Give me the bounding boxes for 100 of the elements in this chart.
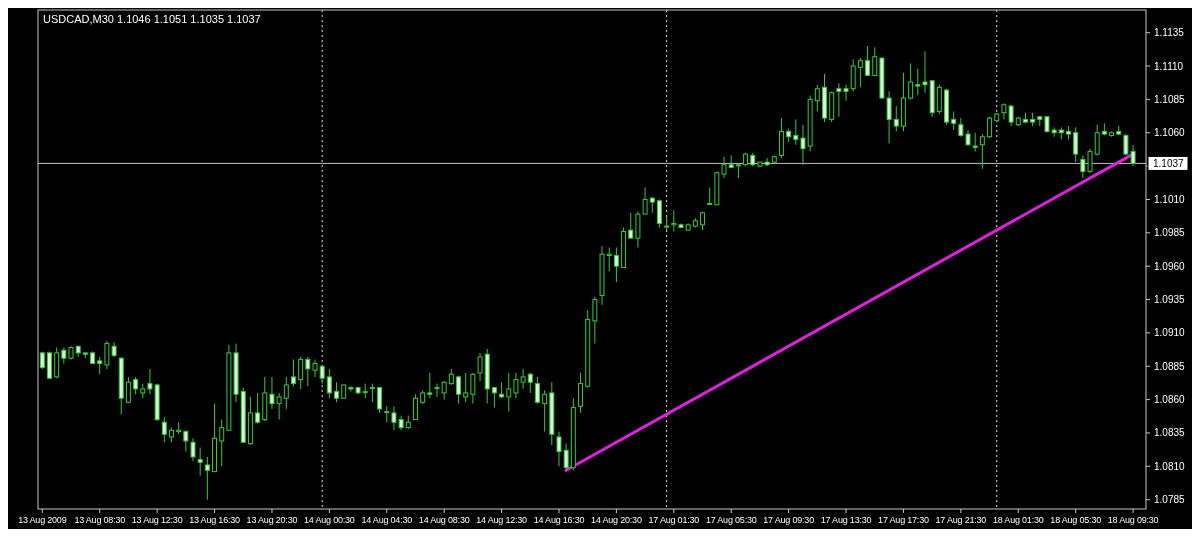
candlestick — [1073, 126, 1079, 163]
candlestick — [305, 356, 311, 387]
candlestick — [836, 82, 842, 118]
candlestick — [972, 132, 978, 152]
candlestick — [951, 110, 957, 131]
x-tick-label: 17 Aug 09:30 — [763, 515, 815, 525]
candlestick — [326, 368, 332, 399]
candlestick — [291, 359, 296, 387]
x-tick-label: 18 Aug 01:30 — [992, 515, 1044, 525]
candlestick — [872, 46, 878, 76]
y-tick-label: 1.0860 — [1154, 394, 1186, 406]
y-tick-label: 1.0785 — [1154, 494, 1186, 506]
y-tick-label: 1.0885 — [1154, 360, 1186, 372]
x-tick-label: 14 Aug 16:30 — [533, 515, 585, 525]
y-tick-label: 1.0935 — [1154, 294, 1186, 306]
candlestick — [721, 156, 727, 179]
x-tick-label: 13 Aug 16:30 — [189, 515, 241, 525]
candlestick — [843, 84, 849, 102]
x-tick-label: 17 Aug 17:30 — [878, 515, 929, 525]
candlestick — [893, 105, 899, 132]
candlestick — [735, 164, 741, 179]
x-tick-label: 13 Aug 20:30 — [246, 515, 298, 525]
candlestick — [908, 62, 914, 100]
candlestick — [477, 352, 483, 382]
candlestick — [857, 57, 863, 88]
y-tick-label: 1.1135 — [1154, 27, 1185, 39]
candlestick — [427, 372, 433, 399]
candlestick — [527, 372, 533, 394]
candlestick — [456, 375, 461, 405]
candlestick — [865, 45, 871, 76]
candlestick — [606, 246, 612, 273]
x-tick-label: 13 Aug 12:30 — [131, 515, 183, 525]
candlestick — [377, 387, 383, 414]
candlestick — [700, 210, 705, 231]
candlestick — [463, 372, 469, 403]
candlestick — [613, 246, 619, 283]
candlestick — [1080, 154, 1086, 179]
candlestick — [255, 392, 261, 425]
candlestick — [592, 296, 598, 345]
candlestick — [578, 372, 583, 414]
x-tick-label: 17 Aug 21:30 — [935, 515, 987, 525]
candlestick — [190, 437, 196, 462]
candlestick — [197, 447, 203, 477]
x-tick-label: 13 Aug 08:30 — [74, 515, 126, 525]
candlestick — [1051, 126, 1057, 138]
y-tick-label: 1.1085 — [1154, 93, 1186, 105]
candlestick — [470, 372, 476, 405]
candlestick — [915, 68, 921, 96]
candlestick — [542, 389, 548, 433]
y-tick-label: 1.1110 — [1154, 60, 1184, 72]
y-tick-label: 1.0910 — [1154, 327, 1186, 339]
candlestick — [922, 50, 928, 94]
candlestick — [707, 186, 713, 206]
candlestick — [534, 376, 540, 405]
candlestick — [125, 376, 131, 403]
x-tick-label: 18 Aug 09:30 — [1107, 515, 1159, 525]
candlestick — [434, 383, 440, 398]
candlestick — [958, 117, 964, 138]
candlestick — [412, 393, 418, 421]
candlestick — [671, 209, 677, 232]
x-tick-label: 13 Aug 2009 — [18, 515, 67, 525]
candlestick — [850, 58, 856, 92]
candlestick — [183, 429, 189, 453]
candlestick — [204, 456, 210, 501]
candlestick — [161, 416, 167, 443]
candlestick — [979, 133, 985, 170]
candlestick — [147, 368, 153, 395]
candlestick — [441, 380, 447, 401]
candlestick — [800, 124, 806, 166]
candlestick — [369, 383, 375, 403]
y-tick-label: 1.0810 — [1154, 460, 1186, 472]
y-tick-label: 1.0835 — [1154, 427, 1186, 439]
candlestick — [312, 359, 318, 378]
x-tick-label: 17 Aug 01:30 — [648, 515, 700, 525]
y-tick-label: 1.1010 — [1154, 193, 1186, 205]
x-tick-label: 14 Aug 08:30 — [418, 515, 470, 525]
candlestick — [628, 212, 634, 239]
candlestick — [1087, 148, 1093, 174]
candlestick — [298, 356, 304, 390]
candlestick — [491, 387, 497, 409]
candlestick — [814, 84, 820, 112]
candlestick — [1094, 124, 1100, 156]
x-tick-label: 14 Aug 00:30 — [304, 515, 355, 525]
candlestick — [219, 419, 225, 467]
candlestick — [563, 443, 569, 471]
chart-title: USDCAD,M30 1.1046 1.1051 1.1035 1.1037 — [43, 13, 261, 25]
candlestick — [506, 372, 512, 413]
candlestick — [793, 118, 799, 146]
candlestick — [556, 431, 562, 467]
x-tick-label: 14 Aug 04:30 — [361, 515, 413, 525]
y-tick-label: 1.1060 — [1154, 127, 1186, 139]
candlestick — [656, 198, 662, 228]
x-tick-label: 14 Aug 20:30 — [591, 515, 642, 525]
ref-line-label: 1.1037 — [1153, 157, 1185, 169]
y-tick-label: 1.0985 — [1154, 227, 1186, 239]
candlestick — [334, 381, 339, 403]
x-tick-label: 17 Aug 13:30 — [820, 515, 872, 525]
candlestick — [283, 376, 289, 410]
y-tick-label: 1.0960 — [1154, 260, 1186, 272]
x-tick-label: 18 Aug 05:30 — [1050, 515, 1102, 525]
